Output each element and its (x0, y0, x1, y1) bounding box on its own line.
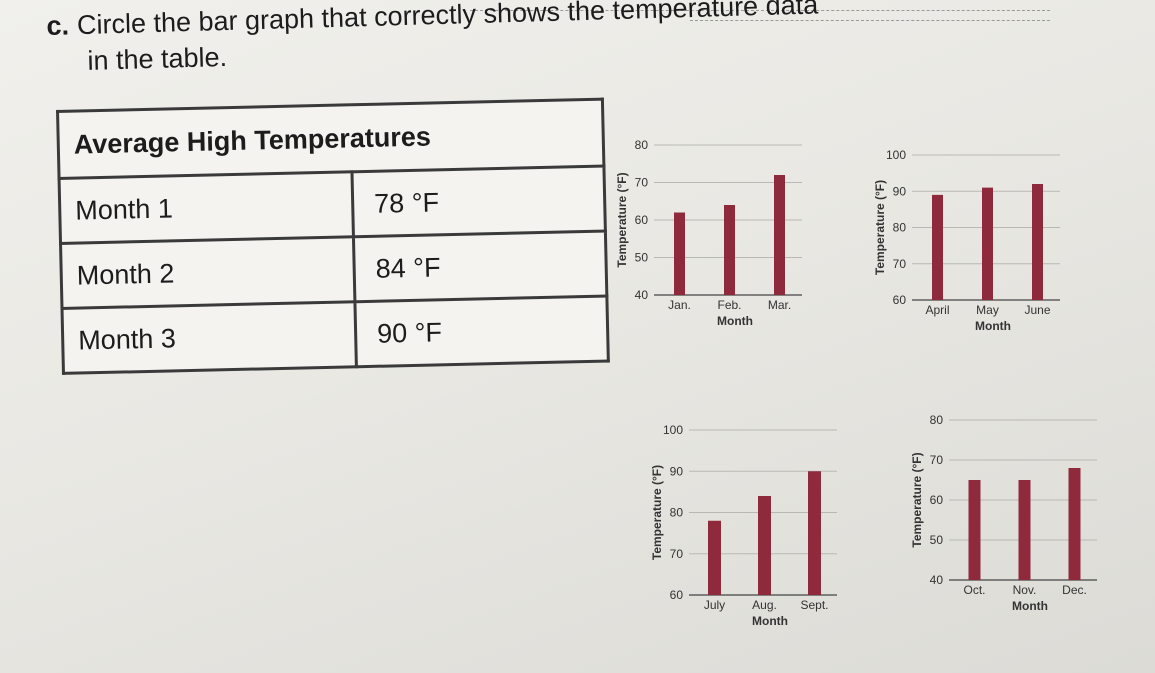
y-tick-label: 70 (670, 547, 684, 561)
question-prompt: c. Circle the bar graph that correctly sh… (46, 0, 948, 80)
y-tick-label: 80 (893, 221, 907, 235)
bar (1018, 480, 1031, 580)
y-tick-label: 80 (670, 506, 684, 520)
x-axis-title: Month (717, 314, 753, 328)
bar (982, 187, 993, 300)
y-tick-label: 100 (886, 148, 906, 162)
chart-svg: 60 70 80 90 100 April May June Month Temperature … (873, 148, 1060, 333)
answer-line (470, 10, 1050, 11)
table-title: Average High Temperatures (57, 99, 604, 179)
bar (724, 205, 735, 295)
table-row: Month 2 84 °F (60, 231, 607, 309)
temperature-cell: 78 °F (351, 166, 606, 237)
bar-chart-july-sept[interactable]: 60 70 80 90 100 July Aug. Sept. Month Temperature… (645, 410, 875, 645)
y-tick-label: 70 (635, 176, 649, 190)
y-axis-title: Temperature (°F) (873, 180, 887, 275)
y-axis-title: Temperature (°F) (910, 452, 924, 547)
y-tick-label: 90 (893, 184, 907, 198)
y-tick-label: 60 (670, 588, 684, 602)
bar-chart-jan-mar[interactable]: 40 50 60 70 80 Jan. Feb. Mar. Month Temperature (… (610, 125, 840, 345)
y-tick-label: 70 (893, 257, 907, 271)
y-tick-label: 60 (635, 213, 649, 227)
chart-svg: 40 50 60 70 80 Oct. Nov. Dec. Month Temperature (… (910, 413, 1097, 613)
x-category-label: July (704, 598, 725, 612)
answer-line (690, 20, 1050, 21)
y-tick-label: 70 (930, 453, 944, 467)
chart-svg: 40 50 60 70 80 Jan. Feb. Mar. Month Temperature (… (615, 138, 802, 328)
bar-chart-april-june[interactable]: 60 70 80 90 100 April May June Month Temperature … (868, 135, 1098, 355)
month-cell: Month 3 (62, 301, 357, 374)
x-category-label: June (1024, 303, 1050, 317)
y-tick-label: 50 (930, 533, 944, 547)
bar (1068, 468, 1081, 580)
x-category-label: Dec. (1062, 583, 1087, 597)
temperature-cell: 84 °F (353, 231, 607, 302)
bar-chart-oct-dec[interactable]: 40 50 60 70 80 Oct. Nov. Dec. Month Temperature (… (905, 400, 1135, 630)
bar (758, 496, 771, 595)
x-axis-title: Month (975, 319, 1011, 333)
x-category-label: May (976, 303, 999, 317)
y-tick-label: 80 (930, 413, 944, 427)
x-category-label: Nov. (1013, 583, 1037, 597)
x-category-label: April (925, 303, 949, 317)
y-tick-label: 90 (670, 464, 684, 478)
bar (1032, 184, 1043, 300)
y-tick-label: 40 (635, 288, 649, 302)
bar (774, 175, 785, 295)
temperature-table-wrap: Average High Temperatures Month 1 78 °F … (56, 97, 610, 375)
y-tick-label: 60 (930, 493, 944, 507)
y-tick-label: 40 (930, 573, 944, 587)
month-cell: Month 1 (59, 171, 354, 244)
temperature-table: Average High Temperatures Month 1 78 °F … (56, 97, 610, 375)
x-category-label: Oct. (963, 583, 985, 597)
table-row: Month 1 78 °F (59, 166, 606, 244)
y-tick-label: 80 (635, 138, 649, 152)
y-axis-title: Temperature (°F) (650, 465, 664, 560)
chart-svg: 60 70 80 90 100 July Aug. Sept. Month Temperature… (650, 423, 837, 628)
question-letter: c. (46, 10, 70, 41)
month-cell: Month 2 (60, 236, 355, 309)
x-category-label: Aug. (752, 598, 777, 612)
table-row: Month 3 90 °F (62, 296, 609, 374)
y-axis-title: Temperature (°F) (615, 172, 629, 267)
y-tick-label: 100 (663, 423, 683, 437)
x-category-label: Sept. (800, 598, 828, 612)
bar (708, 520, 721, 595)
x-category-label: Jan. (668, 298, 691, 312)
y-tick-label: 50 (635, 251, 649, 265)
x-axis-title: Month (752, 614, 788, 628)
bar (674, 212, 685, 295)
y-tick-label: 60 (893, 293, 907, 307)
x-category-label: Mar. (768, 298, 791, 312)
bar (932, 194, 943, 300)
x-category-label: Feb. (717, 298, 741, 312)
temperature-cell: 90 °F (354, 296, 609, 367)
bar (808, 471, 821, 595)
x-axis-title: Month (1012, 599, 1048, 613)
bar (968, 480, 981, 580)
